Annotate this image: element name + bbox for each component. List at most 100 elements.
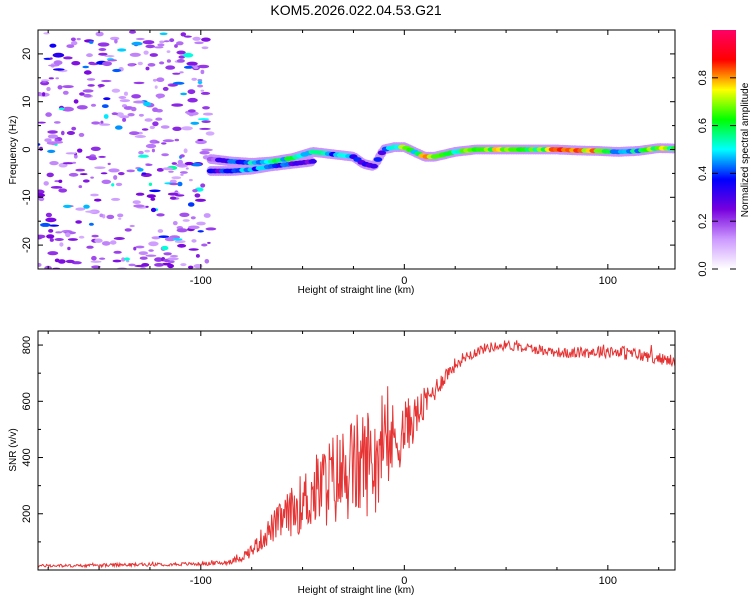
noise-speckle: [195, 139, 207, 145]
spectrogram-ytick-label: 20: [21, 48, 33, 60]
spectrogram-trace: [206, 142, 675, 176]
noise-speckle: [90, 176, 94, 179]
snr-panel: -100 0 100 200 400 600 800 Height of str…: [8, 330, 676, 596]
noise-speckle: [52, 52, 65, 58]
page-title: KOM5.2026.022.04.53.G21: [270, 2, 441, 18]
noise-speckle: [54, 180, 60, 183]
noise-speckle: [106, 214, 115, 220]
noise-speckle: [62, 162, 74, 165]
noise-speckle: [183, 35, 192, 38]
noise-speckle: [187, 202, 195, 207]
noise-speckle: [115, 182, 123, 187]
noise-speckle: [143, 50, 149, 55]
noise-speckle: [157, 229, 164, 233]
noise-speckle: [160, 125, 170, 129]
noise-speckle: [129, 224, 135, 228]
noise-speckle: [174, 44, 178, 48]
noise-speckle: [100, 120, 104, 125]
noise-speckle: [172, 72, 181, 75]
spectrogram-xtick-label: 0: [401, 275, 407, 287]
noise-speckle: [134, 135, 146, 138]
noise-speckle: [91, 121, 101, 125]
noise-speckle: [101, 241, 111, 246]
snr-ytick-label: 400: [21, 448, 33, 466]
noise-speckle: [82, 65, 89, 69]
noise-speckle: [183, 65, 194, 69]
noise-speckle: [157, 43, 165, 47]
noise-speckle: [55, 231, 63, 234]
noise-speckle: [138, 113, 144, 117]
noise-speckle: [118, 96, 127, 99]
noise-speckle: [79, 173, 88, 176]
noise-speckle: [49, 43, 57, 48]
noise-speckle: [63, 56, 73, 60]
noise-speckle: [83, 70, 92, 75]
noise-speckle: [73, 154, 78, 159]
noise-speckle: [162, 167, 174, 171]
noise-speckle: [46, 141, 58, 145]
colorbar-label: Normalized spectral amplitude: [740, 82, 750, 217]
noise-speckle: [161, 245, 169, 251]
noise-speckle: [77, 148, 83, 153]
noise-speckle: [38, 121, 46, 124]
noise-speckle: [79, 92, 85, 96]
noise-speckle: [154, 257, 163, 262]
noise-speckle: [133, 246, 137, 251]
noise-speckle: [88, 222, 94, 226]
noise-speckle: [78, 132, 85, 137]
noise-speckle: [86, 245, 94, 249]
noise-speckle: [201, 148, 213, 152]
noise-speckle: [91, 255, 97, 261]
noise-speckle: [191, 77, 197, 81]
noise-speckle: [124, 257, 130, 261]
noise-speckle: [124, 228, 132, 232]
noise-speckle: [135, 245, 145, 249]
noise-speckle: [176, 50, 186, 55]
noise-speckle: [150, 207, 157, 213]
noise-speckle: [113, 175, 118, 180]
noise-speckle: [167, 192, 179, 196]
noise-speckle: [108, 168, 120, 173]
noise-speckle: [58, 179, 63, 183]
spectrogram-panel: -100 0 100 -20 -10 0 10 20 Height of str…: [8, 29, 676, 296]
noise-speckle: [43, 181, 49, 186]
noise-speckle: [65, 232, 71, 238]
noise-speckle: [132, 200, 141, 205]
noise-speckle: [167, 257, 179, 261]
noise-speckle: [145, 254, 157, 257]
noise-speckle: [133, 204, 145, 208]
noise-speckle: [167, 84, 179, 87]
noise-speckle: [177, 159, 183, 165]
noise-speckle: [139, 256, 148, 260]
noise-speckle: [207, 241, 211, 244]
noise-speckle: [163, 252, 172, 256]
noise-speckle: [40, 222, 51, 227]
noise-speckle: [190, 216, 196, 220]
spectrogram-ytick-label: 0: [21, 146, 33, 152]
noise-speckle: [107, 162, 111, 166]
noise-speckle: [65, 259, 75, 264]
noise-speckle: [152, 121, 159, 127]
noise-speckle: [66, 131, 75, 135]
noise-speckle: [68, 172, 79, 177]
noise-speckle: [135, 192, 145, 196]
trace-cell: [308, 159, 317, 164]
noise-speckle: [38, 143, 41, 146]
noise-speckle: [94, 198, 102, 202]
noise-speckle: [169, 182, 179, 186]
noise-speckle: [154, 263, 164, 267]
noise-speckle: [135, 37, 145, 41]
noise-speckle: [54, 238, 64, 241]
noise-speckle: [127, 113, 135, 117]
noise-speckle: [182, 219, 190, 222]
noise-speckle: [98, 155, 106, 158]
noise-speckle: [58, 107, 65, 111]
noise-speckle: [71, 61, 81, 66]
noise-speckle: [129, 30, 136, 34]
noise-speckle: [115, 112, 124, 117]
snr-ylabel: SNR (v/v): [8, 428, 19, 471]
noise-speckle: [122, 117, 127, 122]
noise-speckle: [112, 68, 122, 73]
noise-speckle: [141, 172, 147, 175]
noise-speckle: [142, 40, 155, 45]
